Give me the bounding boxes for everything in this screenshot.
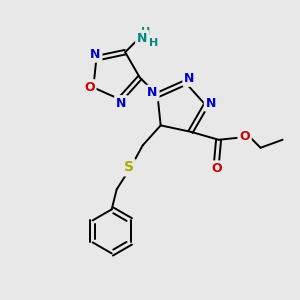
Text: S: S	[124, 160, 134, 174]
Text: N: N	[116, 97, 126, 110]
Text: O: O	[84, 81, 95, 94]
Text: N: N	[147, 86, 158, 100]
Text: N: N	[206, 97, 216, 110]
Text: H: H	[148, 38, 158, 48]
Text: N: N	[184, 72, 195, 85]
Text: O: O	[211, 162, 222, 175]
Text: N: N	[137, 32, 147, 45]
Text: N: N	[90, 48, 100, 61]
Text: H: H	[140, 27, 150, 37]
Text: O: O	[239, 130, 250, 143]
